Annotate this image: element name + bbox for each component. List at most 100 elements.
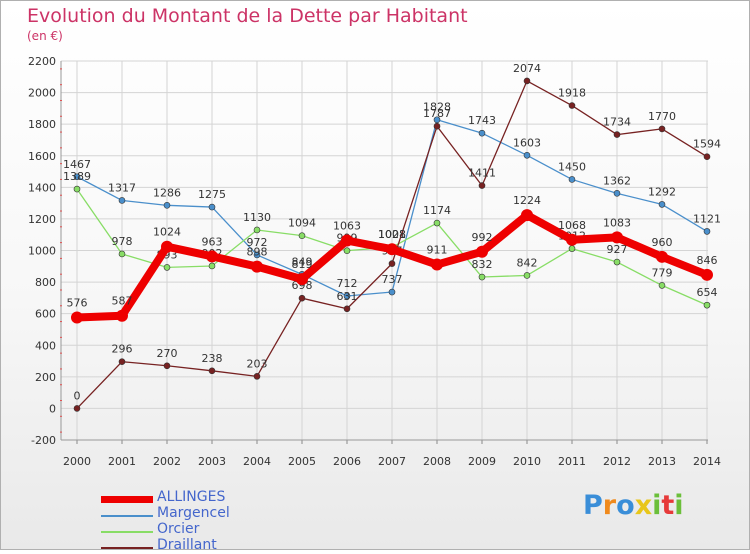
data-label-draillant: 238 [202, 352, 223, 365]
data-label-draillant: 203 [247, 357, 268, 370]
y-tick-label: 2200 [28, 55, 56, 68]
x-tick-label: 2004 [243, 455, 271, 468]
data-point-allinges [116, 309, 128, 322]
data-label-allinges: 819 [292, 258, 313, 271]
data-point-margencel [433, 116, 441, 124]
x-tick-label: 2008 [423, 455, 451, 468]
logo-letter: x [634, 490, 653, 521]
x-tick-label: 2002 [153, 455, 181, 468]
data-label-allinges: 1224 [513, 194, 541, 207]
data-label-margencel: 737 [382, 273, 403, 286]
y-tick-label: 1400 [28, 181, 56, 194]
data-point-draillant [388, 260, 396, 267]
data-point-allinges [71, 311, 83, 324]
data-point-draillant [613, 131, 621, 138]
data-point-draillant [658, 125, 666, 133]
data-point-orcier [118, 250, 126, 258]
data-label-orcier: 832 [472, 258, 493, 271]
x-tick-label: 2006 [333, 455, 361, 468]
data-label-orcier: 927 [607, 243, 628, 256]
y-tick-label: 800 [35, 276, 56, 289]
data-point-margencel [703, 228, 711, 235]
data-label-allinges: 587 [112, 295, 133, 308]
data-point-margencel [658, 201, 666, 208]
legend-label-draillant: Draillant [157, 537, 217, 553]
data-point-allinges [296, 273, 308, 286]
data-label-orcier: 978 [112, 235, 133, 248]
data-point-draillant [253, 373, 261, 380]
data-label-orcier: 1174 [423, 204, 451, 217]
data-label-allinges: 992 [472, 231, 493, 244]
data-label-draillant: 698 [292, 279, 313, 292]
data-point-margencel [478, 129, 486, 137]
data-label-orcier: 1389 [63, 170, 91, 183]
data-label-draillant: 2074 [513, 62, 541, 75]
data-point-draillant [523, 77, 531, 85]
data-point-draillant [568, 102, 576, 109]
data-point-draillant [118, 358, 126, 365]
data-point-orcier [568, 245, 576, 252]
y-tick-label: 600 [35, 308, 56, 321]
x-tick-label: 2000 [63, 455, 91, 468]
data-label-margencel: 1828 [423, 101, 451, 114]
legend-item-margencel: Margencel [101, 505, 431, 522]
y-tick-label: 200 [35, 371, 56, 384]
data-label-margencel: 1467 [63, 158, 91, 171]
data-label-draillant: 1411 [468, 167, 496, 180]
x-tick-label: 2003 [198, 455, 226, 468]
data-point-orcier [163, 264, 171, 271]
data-point-orcier [658, 282, 666, 289]
y-tick-label: 1200 [28, 213, 56, 226]
data-label-draillant: 0 [74, 389, 81, 402]
x-tick-label: 2007 [378, 455, 406, 468]
data-label-allinges: 911 [427, 244, 448, 257]
data-label-draillant: 1734 [603, 116, 631, 129]
data-point-allinges [701, 268, 713, 281]
logo-letter: i [674, 490, 684, 521]
chart-title: Evolution du Montant de la Dette par Hab… [27, 5, 468, 27]
data-label-margencel: 1362 [603, 174, 631, 187]
data-label-draillant: 296 [112, 343, 133, 356]
y-tick-label: 2000 [28, 87, 56, 100]
data-point-draillant [343, 305, 351, 313]
legend-swatch-margencel [101, 515, 153, 517]
x-tick-label: 2009 [468, 455, 496, 468]
y-tick-label: 1800 [28, 118, 56, 131]
data-label-draillant: 270 [157, 347, 178, 360]
data-label-allinges: 1024 [153, 226, 181, 239]
data-label-allinges: 1008 [378, 228, 406, 241]
data-label-draillant: 631 [337, 290, 358, 303]
data-point-orcier [298, 232, 306, 239]
data-point-margencel [523, 151, 531, 159]
y-tick-label: 400 [35, 339, 56, 352]
data-point-allinges [431, 258, 443, 271]
data-point-margencel [613, 190, 621, 197]
logo-letter: P [583, 490, 603, 521]
data-label-orcier: 779 [652, 266, 673, 279]
legend-item-orcier: Orcier [101, 521, 431, 538]
data-label-margencel: 1286 [153, 186, 181, 199]
data-point-draillant [703, 153, 711, 160]
data-point-orcier [253, 226, 261, 234]
data-point-margencel [568, 176, 576, 183]
y-tick-label: 0 [49, 402, 56, 415]
data-point-margencel [388, 288, 396, 296]
data-label-margencel: 1450 [558, 160, 586, 173]
data-point-margencel [73, 173, 81, 181]
data-point-orcier [613, 258, 621, 266]
x-tick-label: 2011 [558, 455, 586, 468]
legend-item-draillant: Draillant [101, 537, 431, 554]
data-point-allinges [656, 250, 668, 263]
data-point-draillant [478, 182, 486, 189]
data-point-orcier [433, 219, 441, 227]
data-label-margencel: 1121 [693, 212, 721, 225]
legend-swatch-orcier [101, 531, 153, 533]
data-point-allinges [161, 240, 173, 253]
data-point-margencel [208, 203, 216, 211]
data-label-draillant: 1770 [648, 110, 676, 123]
legend-label-margencel: Margencel [157, 505, 230, 521]
x-tick-label: 2013 [648, 455, 676, 468]
data-point-draillant [208, 367, 216, 375]
data-label-allinges: 1068 [558, 219, 586, 232]
